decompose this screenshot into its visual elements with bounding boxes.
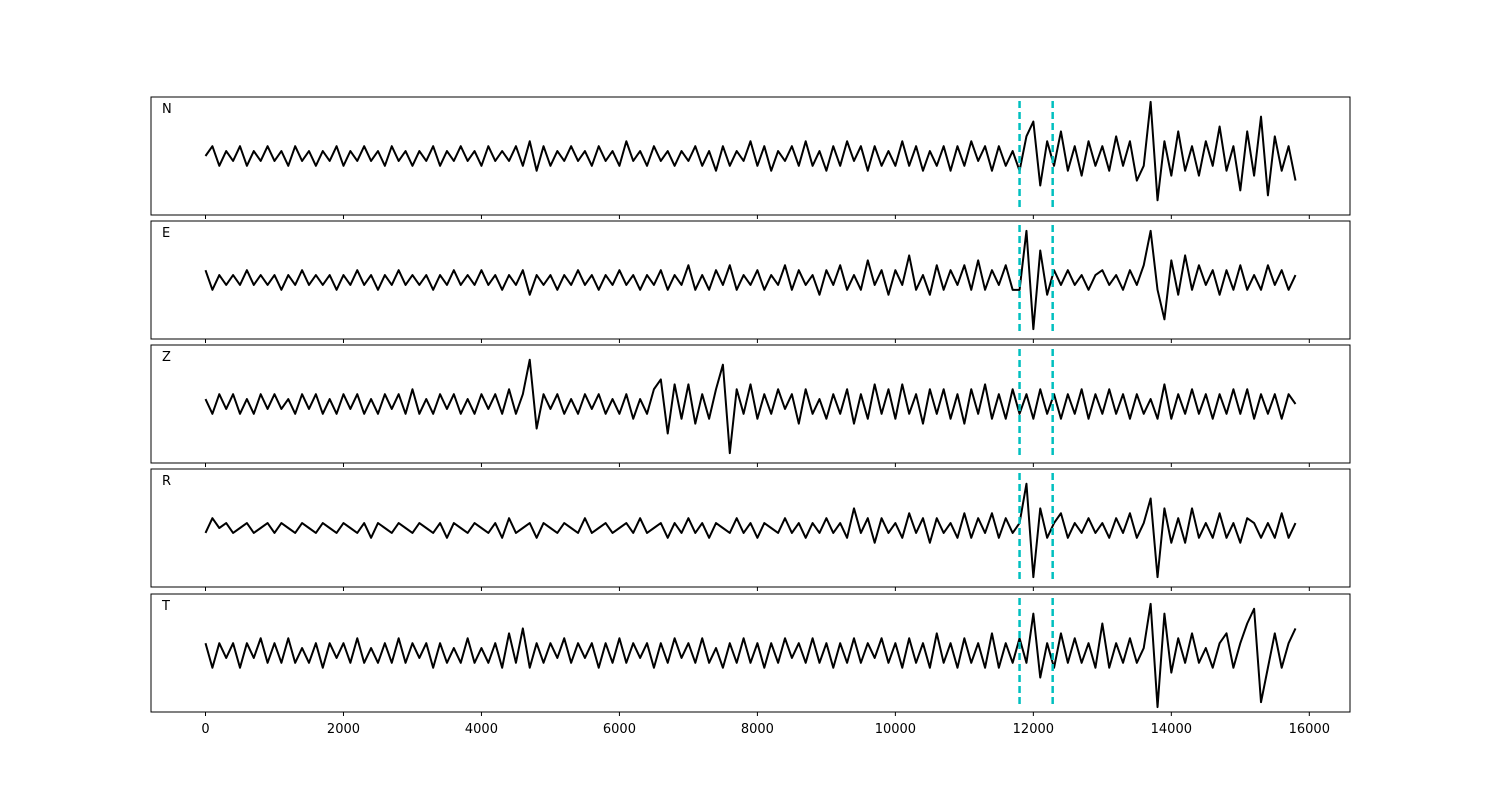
panel-label: R	[162, 474, 171, 489]
trace	[204, 358, 1297, 455]
panel-frame	[150, 593, 1351, 713]
x-tick-label: 4000	[465, 722, 498, 737]
x-tick-label: 2000	[327, 722, 360, 737]
panel-frame	[150, 468, 1351, 588]
x-tick-label: 14000	[1151, 722, 1192, 737]
x-tick-label: 10000	[875, 722, 916, 737]
panel-label: Z	[162, 350, 171, 365]
panel-label: T	[161, 599, 170, 614]
x-tick-label: 0	[201, 722, 209, 737]
panel-label: N	[162, 102, 172, 117]
x-tick-label: 8000	[741, 722, 774, 737]
panel-label: E	[162, 226, 170, 241]
trace	[204, 602, 1297, 709]
trace	[204, 482, 1297, 579]
panel-frame	[150, 96, 1351, 216]
x-tick-label: 6000	[603, 722, 636, 737]
x-tick-label: 12000	[1013, 722, 1054, 737]
panel-frame	[150, 344, 1351, 464]
trace	[204, 100, 1297, 202]
panel-frame	[150, 220, 1351, 340]
x-tick-label: 16000	[1289, 722, 1330, 737]
trace	[204, 229, 1297, 331]
